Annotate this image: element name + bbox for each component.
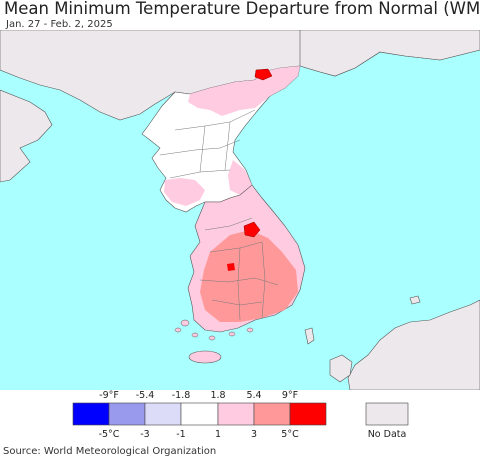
japan-tsushima [304,327,315,345]
date-range: Jan. 27 - Feb. 2, 2025 [6,19,113,30]
sk-warm-zone [200,230,298,322]
china-west-landmass [0,89,53,183]
legend-f-label: 5.4 [246,390,261,401]
legend-swatch [253,402,291,426]
sk-southwest-hot-spot [227,263,235,271]
sk-province-lines [199,217,279,321]
legend: -9°F -5.4 -1.8 1.8 5.4 9°F -5°C -3 -1 1 … [72,390,409,440]
legend-swatch [289,402,327,426]
legend-c-label: 5°C [281,429,299,440]
nk-northeast-hot-spot [254,68,273,81]
legend-c-label: 1 [215,429,221,440]
nk-province-lines [159,109,256,179]
legend-no-data-label: No Data [368,429,407,440]
legend-swatch [72,402,110,426]
legend-f-label: -9°F [99,390,119,401]
legend-swatch [217,402,255,426]
jeju-island [188,350,222,364]
nk-north-warm-zone [188,66,300,116]
source-credit: Source: World Meteorological Organizatio… [3,446,217,457]
japan-kyushu [329,354,353,383]
legend-swatch [180,402,219,426]
legend-f-label: -1.8 [172,390,191,401]
nk-southeast-warm-zone [228,160,252,195]
legend-no-data-swatch [365,402,409,426]
russia-coast [299,30,480,77]
nk-southwest-warm-zone [164,178,205,206]
map-title: Mean Minimum Temperature Departure from … [4,0,480,18]
legend-c-label: -3 [140,429,149,440]
legend-c-label: 3 [251,429,257,440]
legend-c-label: -5°C [99,429,120,440]
legend-f-label: 1.8 [210,390,225,401]
legend-f-label: -5.4 [136,390,155,401]
japan-main [347,299,480,390]
legend-c-label: -1 [176,429,185,440]
japan-oki [409,295,421,305]
legend-swatch [144,402,182,426]
legend-swatch [108,402,146,426]
temperature-map [0,30,480,390]
legend-color-bar [72,402,327,426]
sk-central-hot-spot [243,221,261,238]
southern-islands [174,319,254,341]
legend-f-label: 9°F [282,390,298,401]
